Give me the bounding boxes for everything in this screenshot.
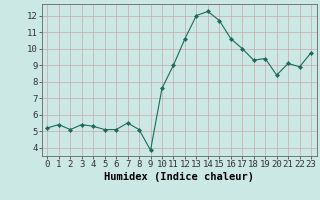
X-axis label: Humidex (Indice chaleur): Humidex (Indice chaleur) [104,172,254,182]
